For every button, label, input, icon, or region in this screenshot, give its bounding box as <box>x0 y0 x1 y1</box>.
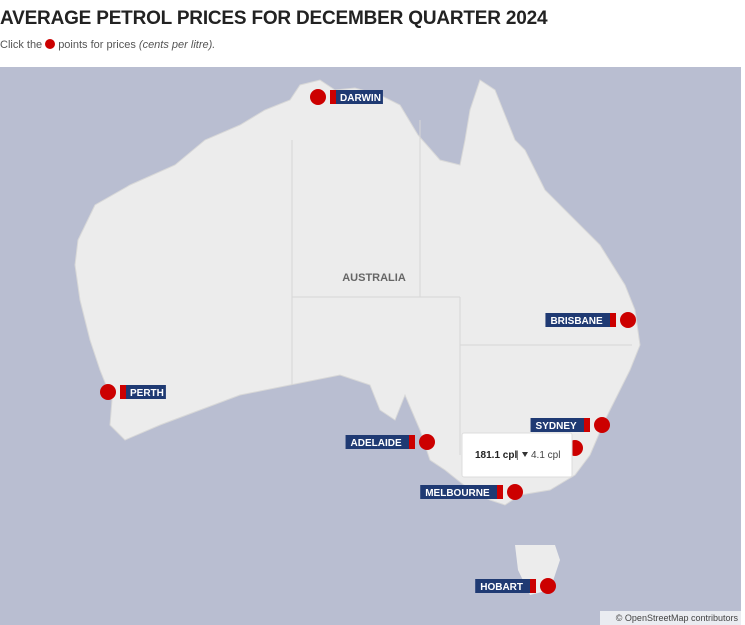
subtitle-text: Click the <box>0 39 43 51</box>
subtitle-text: points for prices <box>58 39 136 51</box>
dot-icon <box>45 39 56 49</box>
label-stripe <box>497 485 503 499</box>
mainland <box>74 79 641 506</box>
label-box <box>345 435 409 449</box>
label-stripe <box>409 435 415 449</box>
label-box <box>545 313 610 327</box>
subtitle-note: (cents per litre). <box>138 39 216 51</box>
label-box <box>120 385 166 399</box>
tooltip-price: 181.1 cpl <box>475 450 517 461</box>
attribution: © OpenStreetMap contributors <box>616 613 739 623</box>
label-box <box>420 485 497 499</box>
marker[interactable] <box>594 417 610 433</box>
city-label: DARWIN <box>340 93 381 104</box>
label-stripe <box>120 385 126 399</box>
label-stripe <box>584 418 590 432</box>
city-label: MELBOURNE <box>425 488 490 499</box>
state-borders <box>291 120 632 455</box>
city-label: PERTH <box>130 388 164 399</box>
attribution-bg <box>600 611 741 625</box>
map[interactable]: AUSTRALIA DARWIN PERTH ADELAIDE MELBOURNE HO… <box>0 67 741 625</box>
city-label: ADELAIDE <box>351 438 402 449</box>
marker[interactable] <box>620 312 636 328</box>
title: AVERAGE PETROL PRICES FOR DECEMBER QUART… <box>0 8 548 29</box>
tooltip: 181.1 cpl | 4.1 cpl <box>461 432 573 478</box>
marker[interactable] <box>419 434 435 450</box>
city-label: SYDNEY <box>536 421 577 432</box>
label-box <box>475 579 530 593</box>
label-box <box>530 418 584 432</box>
city-label: BRISBANE <box>550 316 603 327</box>
tooltip-change: 4.1 cpl <box>531 450 560 461</box>
marker[interactable] <box>507 484 523 500</box>
marker[interactable] <box>540 578 556 594</box>
down-arrow <box>522 452 528 457</box>
country-label: AUSTRALIA <box>342 272 406 284</box>
label-stripe <box>610 313 616 327</box>
separator: | <box>516 450 519 461</box>
label-box <box>330 90 383 104</box>
marker[interactable] <box>100 384 116 400</box>
label-stripe <box>330 90 336 104</box>
city-label: HOBART <box>480 582 523 593</box>
subtitle: Click the points for prices (cents per li… <box>0 39 215 51</box>
label-stripe <box>530 579 536 593</box>
marker[interactable] <box>310 89 326 105</box>
